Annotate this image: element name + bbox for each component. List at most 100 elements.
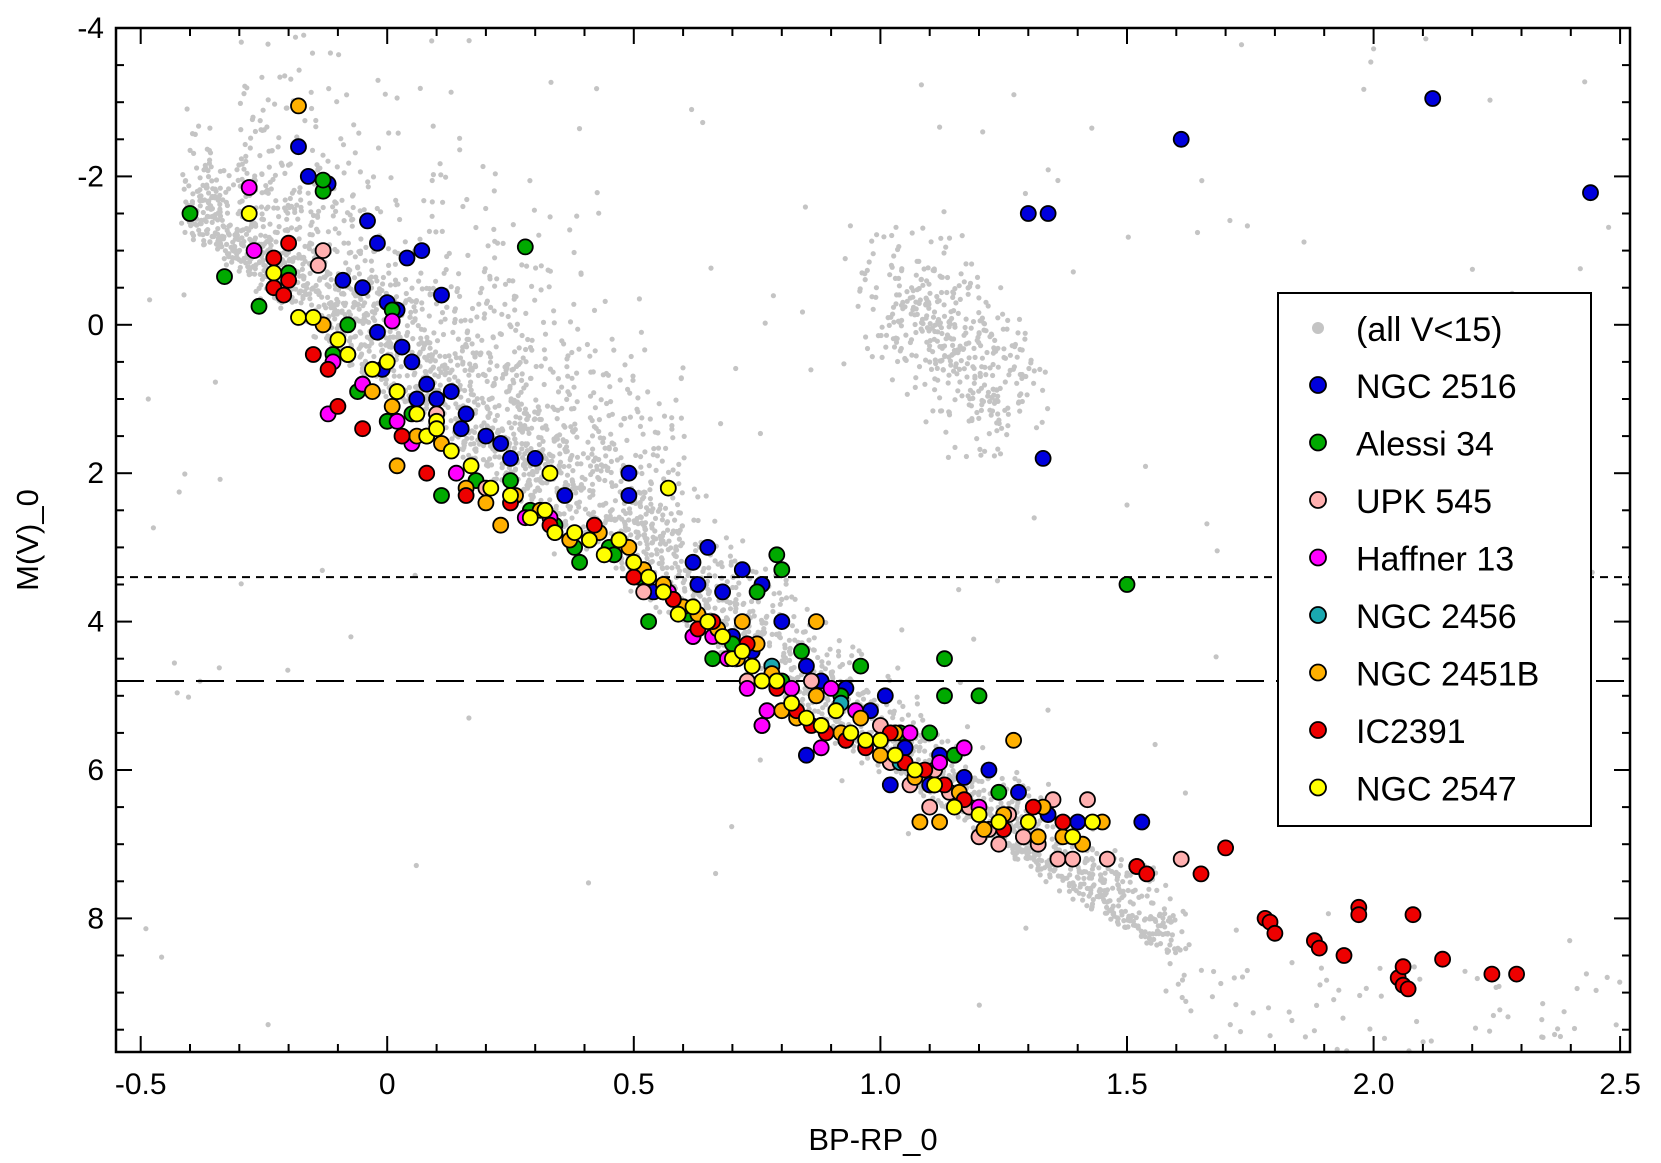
background-star-point (541, 381, 547, 388)
background-star-point (907, 295, 913, 301)
background-star-point (887, 272, 893, 278)
background-star-point (1164, 947, 1170, 953)
background-star-point (1084, 903, 1090, 909)
background-star-point (356, 130, 362, 136)
x-tick-label: 1.0 (860, 1068, 902, 1101)
background-star-point (654, 453, 661, 459)
background-star-point (1163, 931, 1169, 937)
background-star-point (206, 198, 212, 204)
background-star-point (252, 235, 258, 241)
background-star-point (613, 483, 619, 489)
background-star-point (247, 145, 253, 151)
background-star-point (259, 211, 265, 217)
background-star-point (356, 271, 362, 277)
background-star-point (1604, 974, 1610, 981)
background-star-point (1555, 1026, 1561, 1032)
background-star-point (514, 363, 520, 369)
legend-marker-ngc-2456 (1309, 606, 1327, 624)
background-star-point (943, 244, 949, 250)
background-star-point (436, 366, 442, 372)
background-star-point (614, 457, 621, 463)
background-star-point (1086, 875, 1092, 881)
background-star-point (656, 560, 662, 567)
background-star-point (1022, 330, 1028, 336)
background-star-point (315, 166, 321, 172)
background-star-point (885, 673, 891, 680)
background-star-point (355, 264, 361, 270)
background-star-point (394, 95, 400, 101)
background-star-point (1091, 882, 1097, 888)
background-star-point (1127, 872, 1133, 878)
background-star-point (373, 274, 379, 280)
background-star-point (651, 536, 657, 542)
background-star-point (587, 353, 593, 359)
background-star-point (915, 757, 922, 763)
background-star-point (198, 221, 204, 227)
background-star-point (287, 195, 293, 202)
background-star-point (618, 478, 624, 484)
background-star-point (335, 287, 342, 293)
background-star-point (627, 414, 634, 420)
background-star-point (1161, 906, 1167, 912)
background-star-point (630, 373, 636, 379)
background-star-point (305, 281, 311, 287)
background-star-point (453, 416, 459, 422)
background-star-point (881, 234, 887, 240)
background-star-point (637, 514, 644, 520)
point-ngc-2547 (625, 553, 643, 571)
cluster-series (181, 90, 1599, 998)
background-star-point (1311, 1028, 1317, 1034)
background-star-point (1130, 888, 1136, 895)
background-star-point (455, 336, 461, 342)
background-star-point (226, 186, 232, 192)
background-star-point (609, 440, 615, 446)
point-ngc-2451b (388, 457, 406, 475)
background-star-point (192, 131, 198, 137)
background-star-point (1086, 893, 1092, 899)
background-star-point (956, 283, 962, 289)
point-ngc-2547 (857, 731, 874, 749)
background-star-point (1090, 871, 1096, 878)
background-star-point (307, 200, 313, 206)
background-star-point (899, 716, 905, 722)
background-star-point (602, 477, 608, 484)
background-star-point (404, 323, 410, 329)
background-star-point (249, 116, 255, 123)
background-star-point (1097, 872, 1104, 878)
background-star-point (609, 480, 615, 486)
legend-marker-haffner-13 (1309, 548, 1327, 567)
background-star-point (514, 321, 521, 327)
background-star-point (409, 285, 415, 291)
point-ngc-2547 (842, 724, 860, 742)
background-star-point (292, 34, 299, 40)
background-star-point (514, 372, 520, 378)
background-star-point (1213, 1034, 1219, 1040)
background-star-point (429, 213, 435, 219)
background-star-point (338, 136, 344, 142)
background-star-point (285, 667, 291, 673)
background-star-point (1047, 872, 1053, 878)
background-star-point (276, 214, 282, 220)
background-star-point (523, 359, 529, 365)
background-star-point (576, 499, 583, 505)
background-star-point (519, 371, 525, 377)
background-star-point (313, 124, 319, 130)
legend-label-background: (all V<15) (1356, 311, 1502, 349)
background-star-point (648, 479, 654, 485)
background-star-point (550, 453, 556, 459)
background-star-point (356, 346, 362, 352)
background-star-point (986, 431, 992, 437)
background-star-point (1033, 425, 1040, 431)
background-star-point (565, 353, 571, 359)
background-star-point (326, 284, 332, 290)
background-star-point (945, 380, 951, 386)
background-star-point (358, 352, 364, 358)
legend-box (1277, 292, 1592, 827)
point-alessi-34 (936, 650, 953, 668)
y-tick-label: -4 (77, 12, 104, 45)
background-star-point (1049, 836, 1055, 842)
background-star-point (987, 398, 993, 405)
background-star-point (230, 182, 237, 188)
background-star-point (472, 354, 478, 360)
background-star-point (422, 354, 428, 360)
